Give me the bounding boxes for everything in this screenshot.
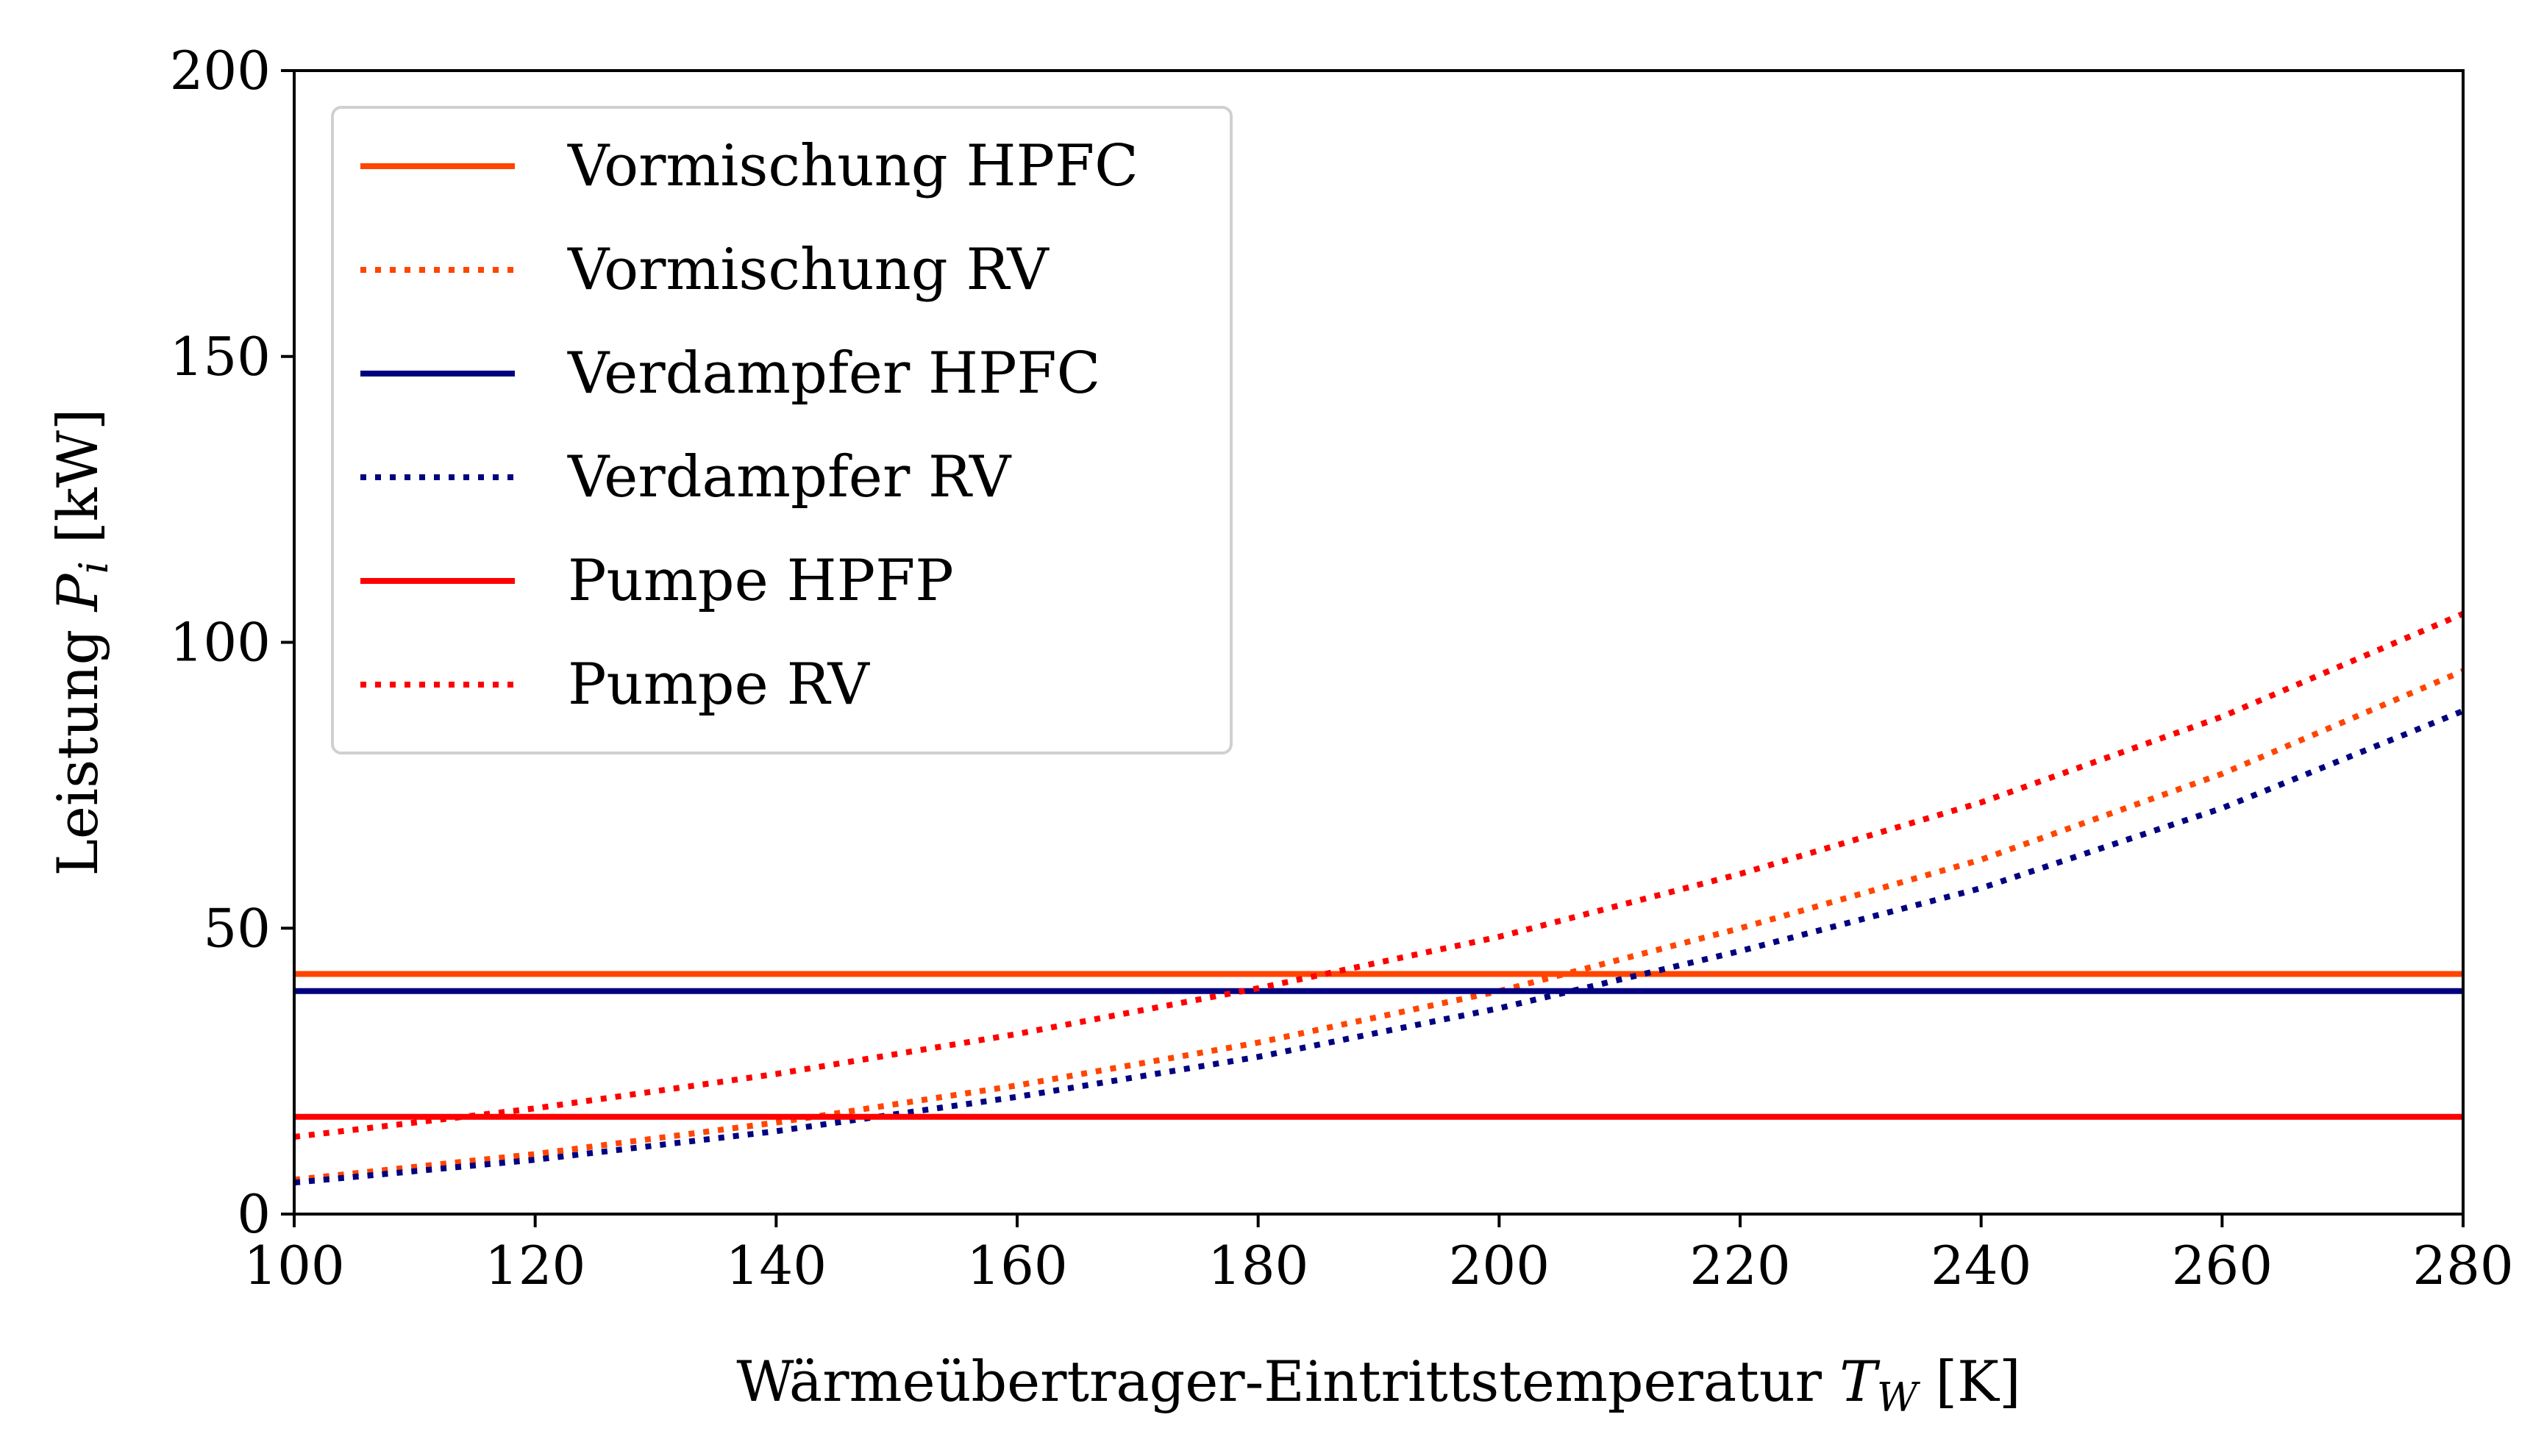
x-axis-label-text: Wärmeübertrager-Eintrittstemperatur <box>736 1349 1839 1414</box>
y-tick-label: 200 <box>170 40 271 101</box>
legend-label: Verdampfer RV <box>567 444 1012 510</box>
x-axis: 100 120 140 160 180 200 220 240 260 280 <box>243 1214 2514 1296</box>
y-axis-label-subscript: i <box>71 561 117 574</box>
x-tick-label: 280 <box>2412 1235 2513 1296</box>
legend-label: Pumpe HPFP <box>568 548 954 614</box>
y-tick-label: 100 <box>170 612 271 674</box>
legend-frame <box>331 106 1233 754</box>
y-axis-label-symbol: P <box>45 573 110 613</box>
y-tick-label: 0 <box>237 1183 271 1245</box>
x-axis-label: Wärmeübertrager-Eintrittstemperatur TW [… <box>736 1349 2020 1421</box>
y-tick-label: 150 <box>170 326 271 388</box>
x-tick-label: 240 <box>1931 1235 2031 1296</box>
x-tick-label: 200 <box>1449 1235 1550 1296</box>
x-tick-label: 140 <box>726 1235 827 1296</box>
legend-label: Vormischung HPFC <box>567 133 1139 199</box>
x-tick-label: 100 <box>243 1235 344 1296</box>
x-tick-label: 180 <box>1208 1235 1308 1296</box>
x-axis-label-subscript: W <box>1877 1374 1921 1421</box>
y-axis-label-unit: [kW] <box>45 408 110 561</box>
legend-label: Verdampfer HPFC <box>567 340 1100 407</box>
x-tick-label: 160 <box>966 1235 1067 1296</box>
x-axis-label-unit: [K] <box>1917 1349 2020 1414</box>
x-tick-label: 120 <box>485 1235 585 1296</box>
plot-lines <box>293 610 2465 1186</box>
y-tick-label: 50 <box>203 897 271 959</box>
legend: Vormischung HPFC Vormischung RV Verdampfer… <box>331 106 1233 754</box>
x-axis-label-symbol: T <box>1839 1349 1881 1414</box>
y-axis: 0 50 100 150 200 <box>170 40 294 1245</box>
y-axis-label: Leistung Pi [kW] <box>45 408 117 876</box>
x-tick-label: 220 <box>1689 1235 1790 1296</box>
legend-label: Vormischung RV <box>567 237 1050 303</box>
legend-label: Pumpe RV <box>568 652 871 718</box>
x-tick-label: 260 <box>2172 1235 2273 1296</box>
series-line-verdampfer-rv <box>293 708 2465 1186</box>
y-axis-label-text: Leistung <box>45 612 110 877</box>
